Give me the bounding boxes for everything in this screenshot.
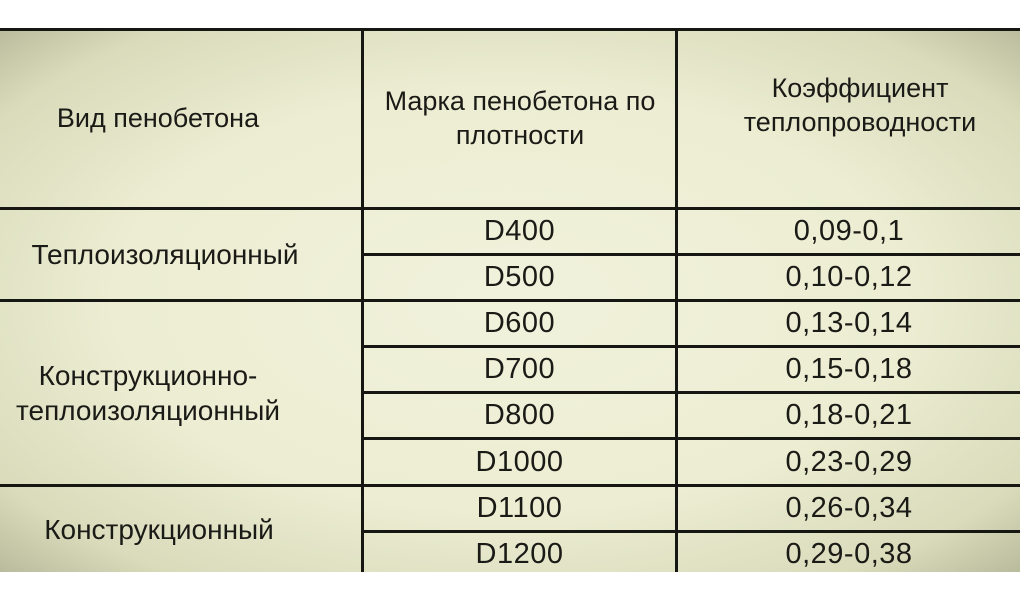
grade-cell: D600 [483,307,556,340]
coef-cell: 0,15-0,18 [785,353,913,386]
coef-cell: 0,10-0,12 [785,261,913,294]
group-type-cell: Конструкционно-теплоизоляционный [15,360,281,426]
group-divider [0,484,1020,487]
header-type: Вид пенобетона [56,103,260,134]
row-divider [362,345,1020,348]
coef-cell: 0,26-0,34 [785,492,913,525]
grade-cell: D400 [483,215,556,248]
grade-cell: D800 [483,399,556,432]
coef-cell: 0,23-0,29 [785,445,913,478]
group-type-cell: Теплоизоляционный [31,239,299,270]
coef-cell: 0,18-0,21 [785,399,913,432]
header-divider [0,207,1020,210]
row-divider [362,253,1020,256]
grade-cell: D1000 [475,445,564,478]
grade-cell: D700 [483,353,556,386]
density-table: Вид пенобетона Марка пенобетона по плотн… [0,28,1020,572]
column-divider [361,28,364,572]
group-divider [0,299,1020,302]
header-grade: Марка пенобетона по плотности [384,86,656,150]
grade-cell: D1100 [476,492,563,525]
grade-cell: D1200 [475,537,564,570]
row-divider [362,530,1020,533]
grade-cell: D500 [483,261,556,294]
coef-cell: 0,09-0,1 [793,215,905,248]
group-type-cell: Конструкционный [44,514,274,545]
row-divider [362,437,1020,440]
column-divider [675,28,678,572]
table-border-top [0,28,1020,31]
header-coef: Коэффициент теплопроводности [743,73,977,137]
row-divider [362,391,1020,394]
coef-cell: 0,29-0,38 [785,537,913,570]
coef-cell: 0,13-0,14 [785,307,913,340]
